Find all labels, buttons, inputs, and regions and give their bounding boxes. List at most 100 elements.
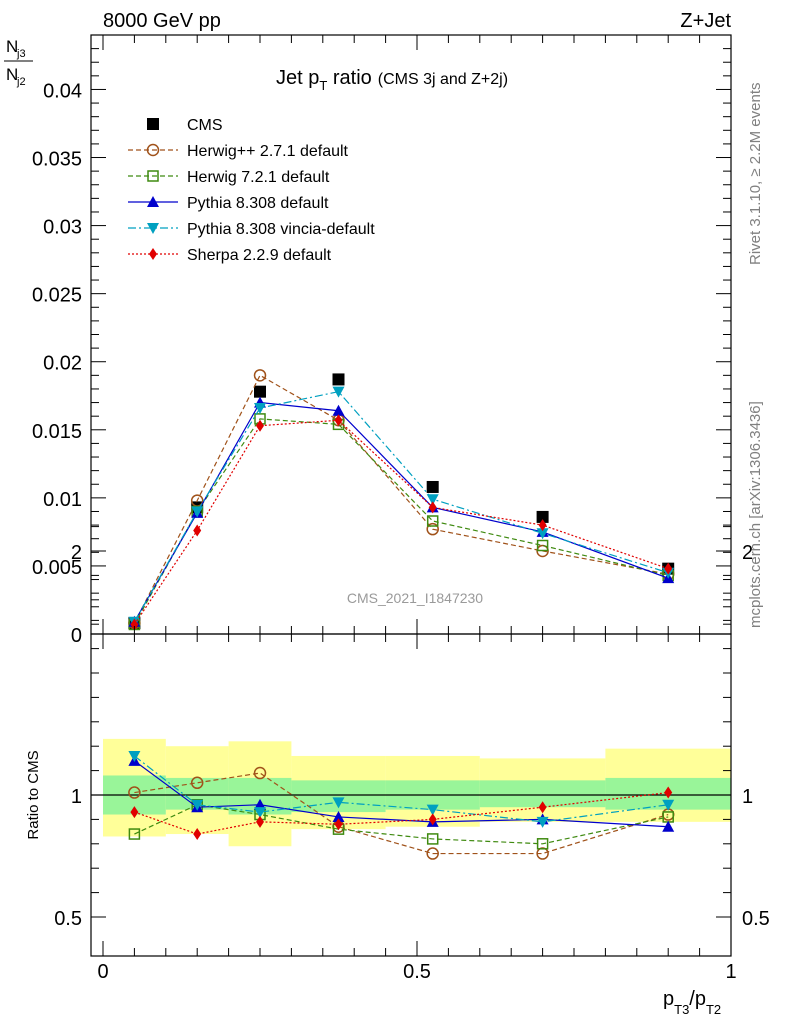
legend-marker	[146, 143, 160, 157]
data-point	[332, 404, 345, 416]
data-point	[426, 833, 439, 845]
data-point	[256, 419, 264, 432]
legend-label: Pythia 8.308 default	[187, 195, 329, 212]
ratio-x-ticks: 0 0.5 1	[97, 634, 737, 983]
series-line	[133, 391, 669, 623]
data-point	[332, 810, 345, 822]
energy-label: 8000 GeV pp	[103, 10, 221, 32]
data-point	[256, 815, 264, 828]
main-y-tick-label: 0.01	[43, 489, 82, 511]
data-point	[536, 838, 549, 850]
data-point	[128, 750, 141, 762]
main-series-sherpa-2-2-9-default	[130, 414, 673, 631]
data-point	[193, 828, 202, 841]
main-panel: CMS_2021_I1847230 Jet pT ratio (CMS 3j an…	[32, 34, 732, 647]
data-point	[332, 373, 345, 386]
rivet-version-label: Rivet 3.1.10, ≥ 2.2M events	[747, 83, 764, 266]
x-tick-label: 0.5	[403, 961, 431, 983]
main-title: Jet pT ratio (CMS 3j and Z+2j)	[276, 67, 508, 93]
main-y-axis-label: N j3 N j2	[4, 37, 33, 88]
title-main: Jet pT ratio (CMS 3j and Z+2j)	[276, 67, 508, 93]
y-label-numerator: N	[6, 37, 18, 56]
data-point	[426, 480, 439, 493]
series-line	[133, 401, 669, 623]
mcplots-label: mcplots.cern.ch [arXiv:1306.3436]	[747, 401, 764, 628]
ratio-y-tick-label-right: 0.5	[742, 908, 770, 930]
y-label-numerator-sub: j3	[16, 48, 26, 60]
legend-marker	[147, 223, 159, 234]
data-point	[128, 828, 141, 840]
legend-marker	[149, 248, 157, 260]
legend-label: Herwig++ 2.7.1 default	[187, 143, 349, 160]
main-y-tick-label: 0	[71, 625, 82, 647]
main-marks	[128, 369, 675, 631]
legend-item-herwig-7-2-1-default: Herwig 7.2.1 default	[128, 169, 330, 186]
y-label-denominator-sub: j2	[16, 76, 26, 88]
data-point	[253, 766, 267, 780]
data-point	[538, 519, 547, 532]
data-point	[662, 820, 675, 832]
series-line	[133, 374, 669, 624]
process-label: Z+Jet	[680, 10, 731, 32]
data-point	[662, 799, 675, 811]
data-point	[426, 494, 439, 506]
data-point	[536, 539, 549, 552]
main-y-tick-label: 0.005	[32, 557, 82, 579]
data-point	[254, 798, 266, 810]
y-label-denominator: N	[6, 65, 18, 84]
legend-marker	[147, 170, 159, 182]
ratio-y-axis-label: Ratio to CMS	[25, 750, 42, 839]
data-point	[426, 522, 439, 536]
ratio-marks	[128, 750, 675, 860]
ratio-y-ticks: 0.5 0.5 1 1 2 2	[54, 526, 770, 930]
main-y-tick-label: 0.025	[32, 285, 82, 307]
data-point	[254, 403, 266, 415]
legend-item-cms: CMS	[147, 117, 223, 134]
data-point	[334, 818, 343, 831]
ratio-panel: 0.5 0.51 12 2 0 0.5 1 Ratio to CMS pT3/pT2	[25, 526, 770, 1017]
data-point	[253, 369, 267, 382]
ratio-series-sherpa-2-2-9-default	[130, 786, 673, 841]
x-tick-label: 1	[725, 961, 736, 983]
legend: CMS Herwig++ 2.7.1 default Herwig 7.2.1 de…	[128, 117, 375, 264]
main-y-tick-label: 0.02	[43, 353, 82, 375]
ratio-y-tick-label: 2	[71, 542, 82, 564]
data-point	[426, 515, 439, 527]
legend-item-sherpa-2-2-9-default: Sherpa 2.2.9 default	[128, 247, 332, 264]
main-y-ticks: 0 0.005 0.01 0.015 0.02 0.025 0.03 0.035 0.04	[32, 35, 732, 647]
data-point	[130, 618, 139, 631]
data-point	[428, 501, 437, 514]
analysis-watermark: CMS_2021_I1847230	[347, 590, 483, 606]
data-point	[334, 414, 343, 427]
data-point	[428, 813, 437, 826]
ratio-y-tick-label-right: 1	[742, 786, 753, 808]
data-point	[254, 385, 266, 398]
data-point	[538, 801, 547, 814]
data-point	[332, 797, 345, 809]
x-axis-label: pT3/pT2	[663, 988, 721, 1017]
legend-label: Sherpa 2.2.9 default	[187, 247, 332, 264]
data-point	[536, 528, 549, 540]
data-point	[254, 807, 266, 819]
legend-item-pythia-8-308-vincia-default: Pythia 8.308 vincia-default	[128, 221, 375, 238]
data-point	[190, 776, 204, 790]
legend-marker	[147, 196, 159, 207]
main-y-tick-label: 0.04	[43, 80, 82, 102]
ratio-y-tick-label: 1	[71, 786, 82, 808]
data-point	[664, 786, 673, 799]
data-point	[664, 562, 673, 575]
data-point	[536, 816, 549, 828]
main-y-tick-label: 0.03	[43, 217, 82, 239]
data-point	[332, 386, 345, 398]
legend-label: Pythia 8.308 vincia-default	[187, 221, 375, 238]
x-tick-label: 0	[97, 961, 108, 983]
data-point	[193, 524, 202, 537]
data-point	[536, 510, 549, 523]
ratio-y-tick-label: 0.5	[54, 908, 82, 930]
data-point	[130, 806, 139, 819]
legend-label: Herwig 7.2.1 default	[187, 169, 330, 186]
ratio-series-pythia-8-308-vincia-default	[128, 750, 675, 828]
ratio-y-tick-label-right: 2	[742, 542, 753, 564]
legend-marker	[147, 118, 159, 130]
